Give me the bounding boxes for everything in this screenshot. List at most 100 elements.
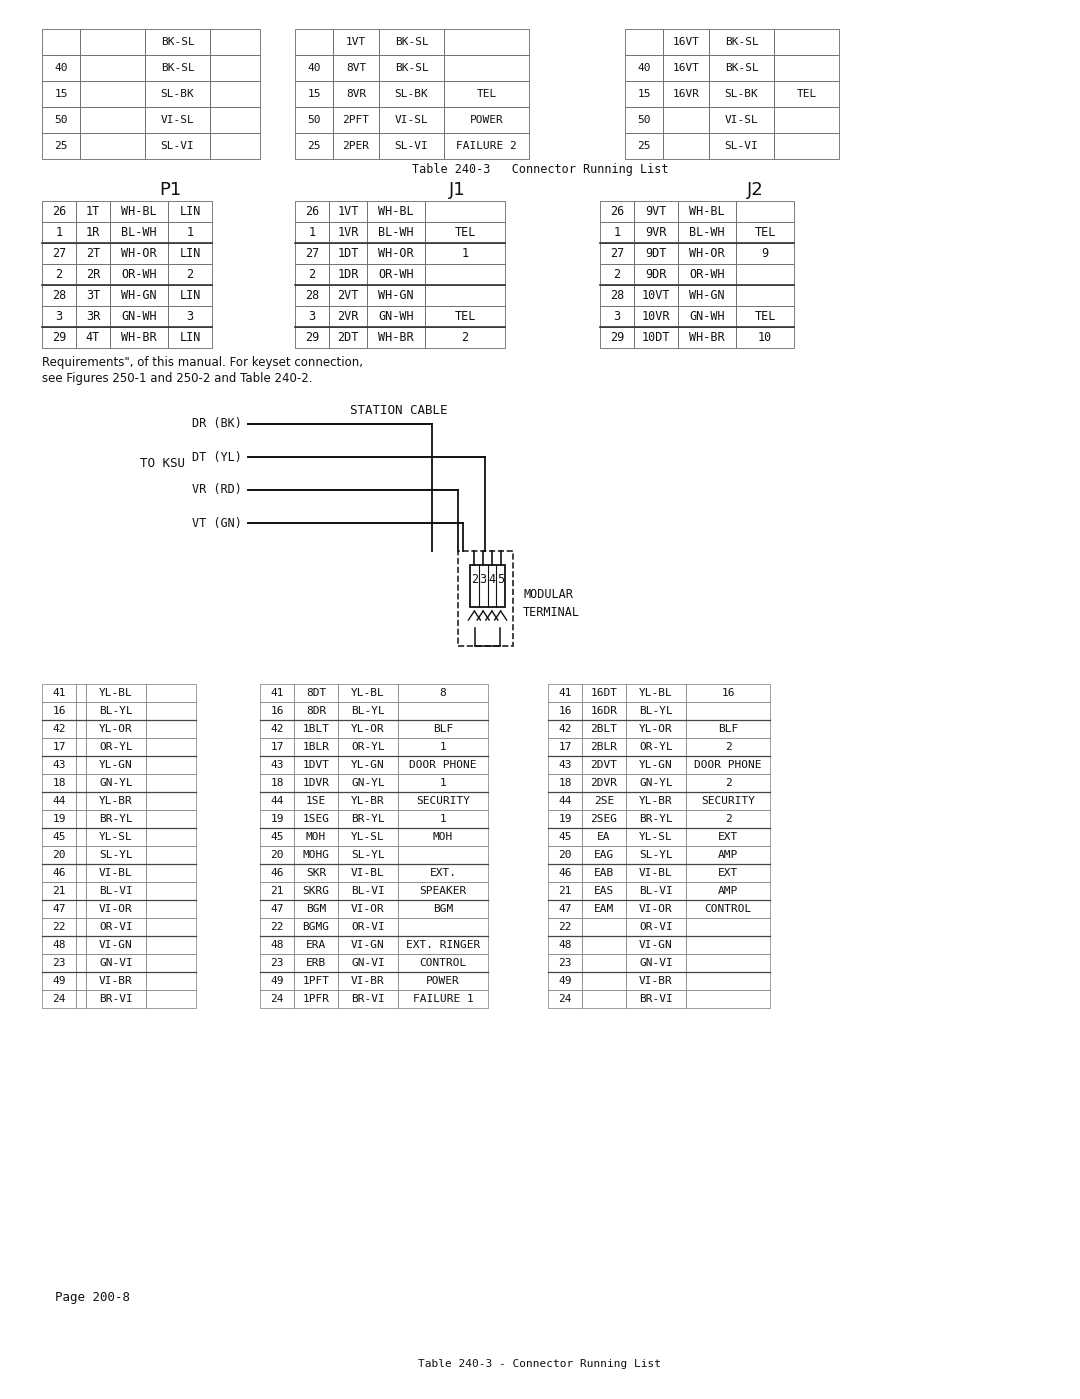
Bar: [260, 792, 294, 810]
Text: EAM: EAM: [594, 904, 615, 914]
Bar: [86, 918, 146, 936]
Text: 2R: 2R: [86, 269, 100, 281]
Bar: [634, 285, 678, 306]
Text: 2SEG: 2SEG: [591, 814, 618, 824]
Bar: [735, 306, 794, 327]
Text: GN-YL: GN-YL: [351, 778, 384, 788]
Bar: [42, 739, 76, 755]
Text: 21: 21: [270, 886, 284, 895]
Bar: [399, 774, 488, 792]
Bar: [294, 755, 338, 774]
Bar: [774, 106, 839, 133]
Text: 9: 9: [761, 248, 769, 260]
Bar: [548, 900, 582, 918]
Bar: [86, 684, 146, 702]
Text: SL-YL: SL-YL: [639, 851, 673, 860]
Bar: [260, 990, 294, 1009]
Text: 4: 4: [488, 574, 496, 586]
Bar: [295, 201, 329, 222]
Bar: [663, 133, 708, 159]
Bar: [399, 684, 488, 702]
Text: 27: 27: [52, 248, 66, 260]
Text: OR-VI: OR-VI: [351, 922, 384, 932]
Bar: [600, 243, 634, 264]
Text: VI-BL: VI-BL: [99, 867, 133, 879]
Bar: [626, 846, 686, 865]
Text: 16: 16: [558, 706, 571, 716]
Bar: [399, 972, 488, 990]
Bar: [42, 720, 76, 739]
Bar: [582, 702, 626, 720]
Bar: [329, 306, 367, 327]
Text: EA: EA: [597, 832, 611, 842]
Bar: [42, 828, 76, 846]
Text: 47: 47: [52, 904, 66, 914]
Bar: [626, 828, 686, 846]
Bar: [634, 264, 678, 285]
Bar: [582, 774, 626, 792]
Text: SL-BK: SL-BK: [394, 90, 429, 99]
Bar: [399, 702, 488, 720]
Bar: [168, 222, 212, 243]
Text: 26: 26: [305, 206, 319, 218]
Bar: [260, 720, 294, 739]
Text: 46: 46: [558, 867, 571, 879]
Text: GN-WH: GN-WH: [378, 311, 414, 323]
Text: 15: 15: [54, 90, 68, 99]
Text: VI-BL: VI-BL: [639, 867, 673, 879]
Text: 49: 49: [558, 977, 571, 986]
Bar: [86, 881, 146, 900]
Bar: [168, 327, 212, 348]
Bar: [686, 881, 770, 900]
Bar: [42, 222, 76, 243]
Text: 27: 27: [610, 248, 624, 260]
Bar: [600, 264, 634, 285]
Bar: [42, 900, 76, 918]
Text: WH-BR: WH-BR: [689, 332, 725, 344]
Bar: [338, 755, 399, 774]
Text: 9VR: 9VR: [646, 227, 666, 239]
Text: VI-OR: VI-OR: [351, 904, 384, 914]
Bar: [146, 739, 195, 755]
Bar: [333, 133, 379, 159]
Bar: [634, 327, 678, 348]
Text: TO KSU: TO KSU: [140, 457, 185, 470]
Bar: [42, 990, 76, 1009]
Bar: [338, 918, 399, 936]
Bar: [663, 106, 708, 133]
Bar: [582, 865, 626, 881]
Bar: [329, 285, 367, 306]
Bar: [426, 243, 505, 264]
Text: BR-VI: BR-VI: [99, 995, 133, 1004]
Bar: [333, 106, 379, 133]
Bar: [294, 810, 338, 828]
Bar: [663, 55, 708, 81]
Text: 40: 40: [54, 63, 68, 73]
Text: BL-YL: BL-YL: [351, 706, 384, 716]
Bar: [600, 306, 634, 327]
Text: 2: 2: [613, 269, 621, 281]
Bar: [42, 29, 80, 55]
Text: ERB: ERB: [306, 958, 326, 968]
Bar: [582, 720, 626, 739]
Bar: [686, 846, 770, 865]
Bar: [86, 810, 146, 828]
Text: BL-VI: BL-VI: [351, 886, 384, 895]
Text: 3: 3: [55, 311, 63, 323]
Bar: [294, 739, 338, 755]
Text: OR-VI: OR-VI: [639, 922, 673, 932]
Text: 50: 50: [307, 115, 321, 125]
Text: BGM: BGM: [306, 904, 326, 914]
Text: 23: 23: [52, 958, 66, 968]
Text: WH-GN: WH-GN: [378, 290, 414, 302]
Bar: [260, 810, 294, 828]
Text: 4T: 4T: [86, 332, 100, 344]
Text: 2: 2: [471, 574, 478, 586]
Bar: [294, 918, 338, 936]
Bar: [582, 972, 626, 990]
Bar: [708, 55, 774, 81]
Bar: [110, 327, 168, 348]
Text: 16VT: 16VT: [673, 36, 700, 48]
Text: 2: 2: [461, 332, 469, 344]
Text: 20: 20: [270, 851, 284, 860]
